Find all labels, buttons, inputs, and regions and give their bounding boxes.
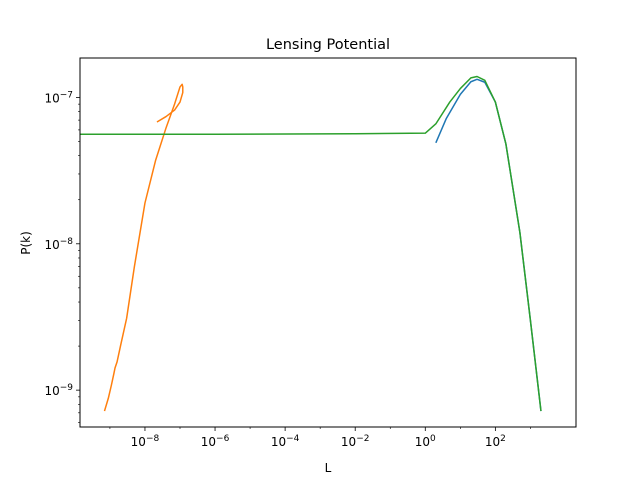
x-tick-label: 10−8 [131,434,160,449]
x-axis-label: L [325,461,332,475]
y-axis-label: P(k) [19,231,33,255]
plot-frame [79,57,577,428]
chart-title: Lensing Potential [266,37,390,53]
y-axis-ticks: 10−9 10−8 10−7 [44,90,80,423]
x-tick-label: 100 [415,434,436,449]
x-tick-label: 10−2 [341,434,370,449]
series-line-3 [80,75,542,412]
x-tick-label: 10−6 [201,434,230,449]
x-axis-ticks: 10−8 10−6 10−4 10−2 100 102 [109,427,531,449]
x-tick-label: 102 [485,434,506,449]
y-tick-label: 10−9 [44,383,73,398]
plot-area [80,75,542,412]
series-line-2 [103,83,184,412]
y-tick-label: 10−7 [44,90,73,105]
y-tick-label: 10−8 [44,237,73,252]
x-tick-label: 10−4 [271,434,300,449]
